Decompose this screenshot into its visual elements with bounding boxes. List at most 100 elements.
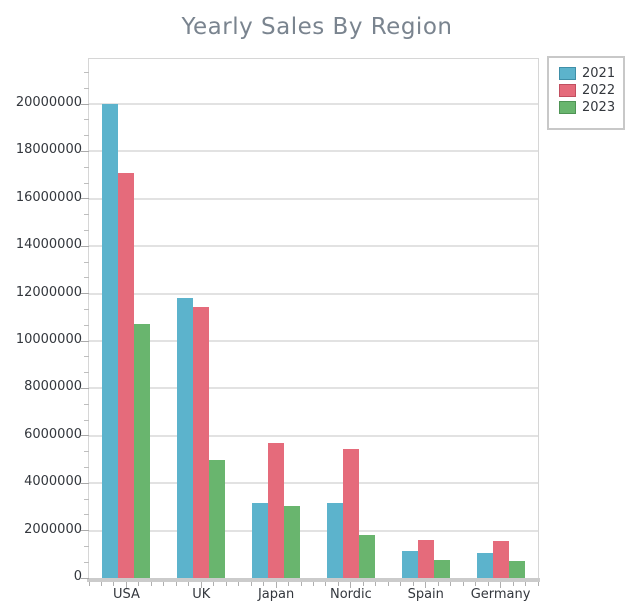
x-tick [188, 582, 190, 586]
gridline [89, 529, 538, 532]
y-axis-labels: 0 2000000 4000000 6000000 8000000 10000000 120… [0, 0, 82, 614]
y-tick [81, 577, 89, 579]
gridline [89, 292, 538, 295]
x-tick [325, 582, 327, 586]
x-tick [263, 582, 265, 586]
y-tick [84, 372, 89, 374]
x-tick [138, 582, 140, 586]
bar [268, 442, 285, 578]
x-axis-label: Nordic [330, 587, 372, 602]
bar [284, 505, 301, 578]
y-tick [81, 103, 89, 105]
bar [177, 298, 194, 578]
gridline [89, 434, 538, 437]
bar [417, 540, 434, 578]
gridline [89, 387, 538, 390]
y-tick [81, 150, 89, 152]
bar [118, 172, 135, 578]
legend-label: 2021 [582, 66, 616, 81]
legend-label: 2022 [582, 83, 616, 98]
legend: 2021 2022 2023 [547, 56, 625, 130]
y-tick [84, 403, 89, 405]
x-tick [288, 582, 290, 586]
x-tick [213, 582, 215, 586]
y-tick [81, 530, 89, 532]
x-tick [88, 582, 90, 586]
y-tick [81, 245, 89, 247]
x-tick [525, 582, 527, 586]
y-tick [81, 482, 89, 484]
y-tick-label: 6000000 [24, 426, 82, 442]
y-tick-label: 8000000 [24, 379, 82, 395]
y-tick [81, 387, 89, 389]
gridline [89, 103, 538, 106]
x-tick [113, 582, 115, 586]
legend-item[interactable]: 2021 [559, 67, 623, 80]
legend-item[interactable]: 2022 [559, 84, 623, 97]
y-tick-label: 16000000 [15, 189, 82, 205]
y-tick [84, 182, 89, 184]
x-tick [387, 582, 389, 586]
gridline [89, 245, 538, 248]
gridline [89, 197, 538, 200]
x-tick [512, 582, 514, 586]
legend-swatch-icon [559, 101, 576, 114]
bar [193, 306, 210, 578]
legend-item[interactable]: 2023 [559, 101, 623, 114]
bar [401, 550, 418, 578]
y-tick-label: 20000000 [15, 95, 82, 111]
y-tick-label: 14000000 [15, 237, 82, 253]
x-axis-label: USA [112, 587, 140, 602]
y-tick [84, 166, 89, 168]
y-tick [84, 498, 89, 500]
x-tick [163, 582, 165, 586]
x-tick [313, 582, 314, 586]
y-tick-label: 18000000 [15, 142, 82, 158]
y-tick [84, 277, 89, 279]
x-axis-label: Spain [407, 587, 444, 602]
x-tick [350, 582, 352, 588]
bar [102, 104, 119, 578]
legend-swatch-icon [559, 84, 576, 97]
y-tick [81, 435, 89, 437]
y-tick [84, 87, 89, 89]
x-tick [225, 582, 227, 586]
y-tick [84, 119, 89, 121]
gridline [89, 482, 538, 485]
y-tick [84, 561, 89, 563]
x-tick [238, 582, 240, 586]
y-tick-label: 0 [73, 569, 82, 584]
y-tick [81, 198, 89, 200]
x-tick [200, 582, 202, 588]
x-tick [275, 582, 277, 588]
y-tick [81, 293, 89, 295]
y-tick [84, 135, 89, 137]
x-tick [475, 582, 477, 586]
x-tick [462, 582, 464, 586]
y-tick [84, 514, 89, 516]
y-tick [84, 451, 89, 453]
y-tick [84, 229, 89, 231]
y-tick [84, 545, 89, 547]
plot-area: USA UK Japan Nordic Spain Germany [81, 58, 540, 602]
y-tick [84, 466, 89, 468]
x-axis-label: UK [192, 587, 211, 602]
bar [508, 560, 525, 578]
x-tick [500, 582, 502, 588]
bar [358, 535, 375, 578]
x-axis-label: Germany [470, 587, 531, 602]
x-tick [375, 582, 377, 586]
gridline [89, 340, 538, 342]
bar [209, 459, 226, 578]
bar [476, 553, 493, 578]
x-tick [400, 582, 402, 586]
chart-title: Yearly Sales By Region [181, 14, 453, 40]
y-tick-label: 12000000 [15, 284, 82, 300]
y-tick [84, 419, 89, 421]
legend-label: 2023 [582, 100, 616, 115]
y-tick [84, 261, 89, 263]
x-tick [125, 582, 127, 588]
y-tick [81, 340, 89, 342]
bar [326, 503, 343, 578]
